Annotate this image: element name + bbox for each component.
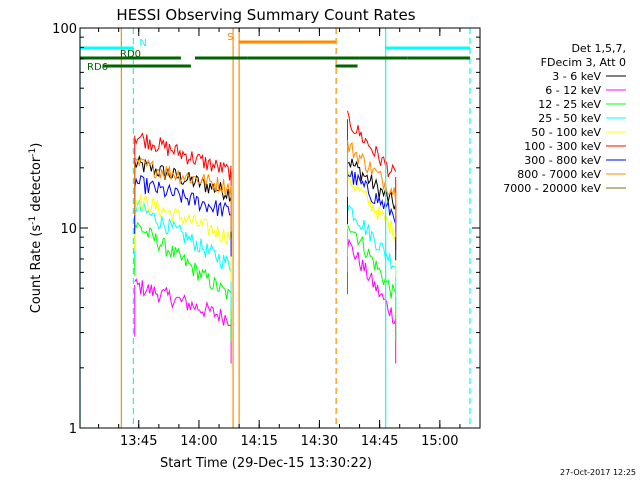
axes: 13:45 14:00 14:15 14:30 14:45 15:00 1 10 100: [52, 22, 480, 449]
series-segment-12-25-kev: [134, 221, 232, 300]
x-tick-label: 15:00: [421, 434, 458, 449]
series-segment-12-25-kev: [347, 224, 397, 299]
x-axis-label: Start Time (29-Dec-15 13:30:22): [160, 456, 372, 471]
legend-header-line: Det 1,5,7,: [571, 42, 626, 55]
x-tick-label: 14:00: [180, 434, 217, 449]
series-segment-25-50-kev: [134, 199, 232, 272]
series-segment-25-50-kev: [347, 204, 396, 271]
series-segment-100-300-kev: [134, 132, 232, 181]
series-segment-3-6-kev: [134, 154, 232, 202]
series-segment-6-12-kev: [347, 238, 397, 325]
flag-label-rd6: RD6: [87, 62, 108, 73]
vertical-markers: [79, 28, 471, 428]
legend-label-100-300-kev: 100 - 300 keV: [524, 140, 601, 153]
series-segment-50-100-kev: [347, 171, 397, 242]
series-segment-800-7000-kev: [134, 155, 232, 195]
flag-label-n: N: [139, 38, 146, 49]
flag-bars: N S RD0 RD6: [80, 32, 470, 73]
legend-label-800-7000-kev: 800 - 7000 keV: [517, 168, 601, 181]
x-tick-label: 14:30: [301, 434, 338, 449]
series-segment-800-7000-kev: [347, 140, 397, 202]
series-segment-3-6-kev: [347, 158, 397, 210]
x-tick-label: 13:45: [120, 434, 157, 449]
y-axis-label: Count Rate (s-1 detector-1): [28, 143, 44, 314]
legend-label-25-50-kev: 25 - 50 keV: [538, 112, 601, 125]
legend-label-6-12-kev: 6 - 12 keV: [545, 84, 601, 97]
series-segment-50-100-kev: [134, 194, 232, 245]
x-tick-label: 14:45: [361, 434, 398, 449]
flag-label-s: S: [227, 32, 233, 43]
series-segment-100-300-kev: [347, 110, 397, 178]
series-800-7000-kev: [134, 140, 397, 238]
y-axis-label-end: ): [29, 143, 44, 148]
y-tick-label: 100: [52, 22, 77, 37]
legend-label-12-25-kev: 12 - 25 keV: [538, 98, 601, 111]
y-axis-label-main: Count Rate (s: [29, 225, 44, 314]
y-tick-label: 1: [69, 422, 77, 437]
chart-title: HESSI Observing Summary Count Rates: [116, 6, 415, 24]
legend-label-50-100-kev: 50 - 100 keV: [531, 126, 601, 139]
y-axis-label-mid: detector: [29, 156, 44, 216]
series-segment-300-800-kev: [347, 170, 397, 225]
data-layer: [134, 110, 397, 364]
series-segment-300-800-kev: [134, 174, 232, 217]
y-tick-label: 10: [60, 222, 77, 237]
legend-label-300-800-kev: 300 - 800 keV: [524, 154, 601, 167]
flag-label-rd0: RD0: [120, 49, 141, 60]
legend-label-7000-20000-kev: 7000 - 20000 keV: [503, 182, 601, 195]
legend-label-3-6-kev: 3 - 6 keV: [552, 70, 601, 83]
footer-timestamp: 27-Oct-2017 12:25: [560, 468, 636, 477]
y-axis-label-sup2: -1: [28, 148, 38, 157]
x-tick-label: 14:15: [240, 434, 277, 449]
legend-header-line: FDecim 3, Att 0: [541, 56, 626, 69]
series-segment-6-12-kev: [134, 278, 232, 327]
y-axis-label-sup1: -1: [28, 216, 38, 225]
